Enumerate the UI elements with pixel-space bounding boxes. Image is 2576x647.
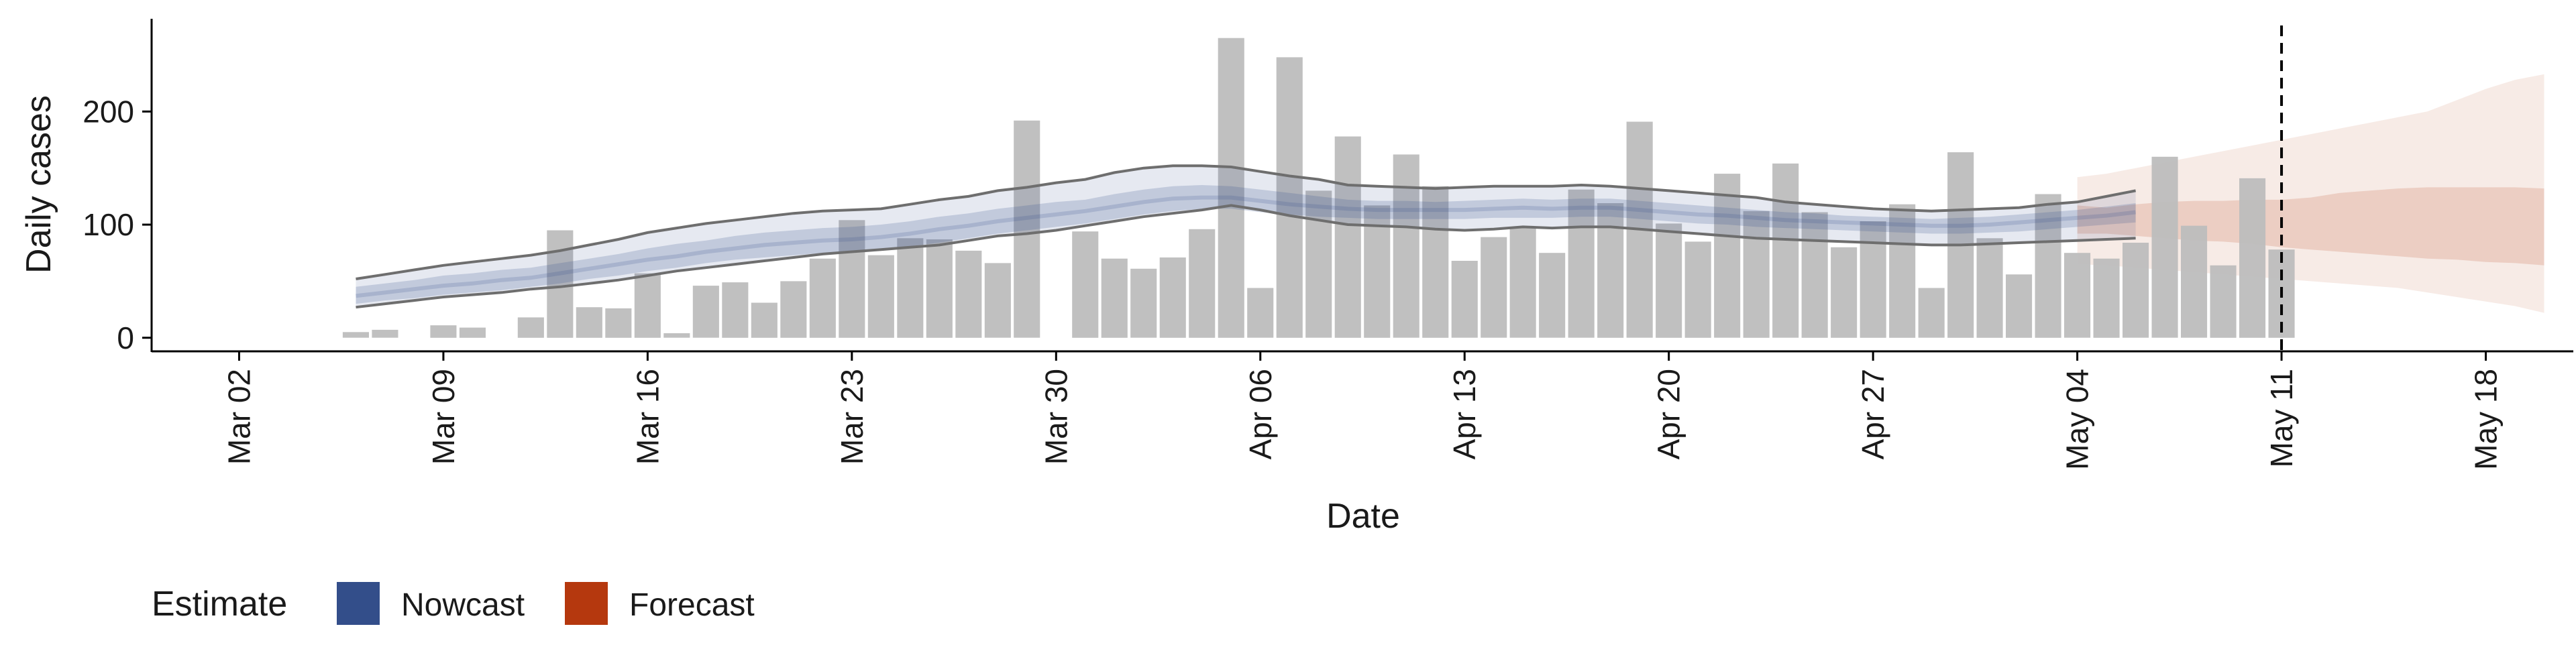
case-bar: [984, 263, 1011, 338]
case-bar: [751, 302, 777, 338]
x-tick-label: May 04: [2060, 369, 2095, 470]
case-bar: [1481, 237, 1507, 338]
case-bar: [722, 282, 749, 338]
case-bar: [867, 255, 894, 338]
case-bar: [2006, 274, 2033, 338]
case-bar: [1014, 120, 1040, 338]
case-bar: [1072, 231, 1099, 338]
case-bar: [1656, 223, 1682, 338]
case-bar: [372, 329, 398, 338]
legend: Estimate Nowcast Forecast: [152, 582, 755, 625]
case-bar: [839, 220, 865, 338]
case-bar: [1539, 253, 1566, 338]
case-bar: [780, 281, 807, 338]
x-tick-label: Mar 23: [835, 369, 869, 465]
case-bar: [517, 317, 544, 338]
case-bar: [2093, 258, 2120, 338]
case-bar: [1976, 238, 2003, 338]
case-bar: [2239, 178, 2266, 338]
case-bar: [634, 273, 661, 338]
case-bar: [1393, 154, 1419, 338]
case-bar: [692, 286, 719, 338]
legend-title: Estimate: [152, 585, 287, 624]
y-ticks: 0 100 200: [83, 94, 152, 355]
x-tick-label: May 18: [2469, 369, 2504, 470]
case-bar: [1831, 247, 1858, 338]
case-bar: [2151, 156, 2178, 338]
case-bar: [1247, 288, 1274, 338]
case-bar: [576, 307, 602, 338]
case-bar: [1743, 211, 1770, 338]
x-tick-label: Apr 13: [1447, 369, 1482, 460]
case-bar: [2210, 265, 2237, 338]
case-bar: [459, 327, 486, 338]
x-tick-label: Apr 06: [1243, 369, 1278, 460]
case-bar: [897, 238, 924, 338]
case-bar: [955, 250, 982, 338]
case-bar: [663, 333, 690, 338]
x-axis-title: Date: [1326, 497, 1400, 536]
x-tick-label: Mar 02: [222, 369, 257, 465]
case-bar: [1451, 261, 1478, 338]
nowcast-band-inner: [356, 185, 2136, 304]
case-bar: [342, 332, 369, 338]
case-bar: [605, 308, 632, 338]
case-bar: [809, 258, 836, 338]
case-bar: [1422, 186, 1449, 338]
x-ticks: Mar 02 Mar 09 Mar 16 Mar 23 Mar 30 Apr 06 Apr …: [222, 351, 2504, 470]
case-bar: [1684, 241, 1711, 338]
case-bar: [2064, 253, 2091, 338]
case-bar: [1218, 38, 1244, 338]
case-bar: [1101, 258, 1128, 338]
case-bar: [1305, 190, 1332, 338]
case-bar: [2181, 225, 2208, 338]
case-bar: [1364, 205, 1391, 338]
y-tick-label: 100: [83, 207, 134, 242]
case-bar: [926, 239, 953, 338]
case-bar: [1860, 221, 1886, 338]
case-bar: [2123, 243, 2149, 338]
case-bar: [1334, 136, 1361, 338]
legend-key-forecast: [565, 582, 608, 625]
case-bar: [1159, 257, 1186, 338]
x-tick-label: Apr 27: [1856, 369, 1890, 460]
case-bar: [1189, 229, 1216, 338]
x-tick-label: Mar 16: [630, 369, 665, 465]
case-bar: [2035, 194, 2061, 338]
legend-label-nowcast: Nowcast: [401, 587, 525, 623]
x-tick-label: Mar 09: [426, 369, 461, 465]
nowcast-band-outer: [356, 166, 2136, 308]
y-tick-label: 0: [117, 320, 134, 355]
case-bar: [1509, 228, 1536, 338]
nowcast-upper-line: [356, 164, 2136, 280]
case-bar: [1276, 57, 1303, 338]
y-tick-label: 200: [83, 94, 134, 129]
nowcast-median-line: [356, 195, 2136, 298]
x-tick-label: Apr 20: [1652, 369, 1686, 460]
case-bar: [1889, 204, 1916, 338]
forecast-band-50: [2077, 187, 2544, 266]
case-bar: [1801, 212, 1828, 338]
nowcast-lower-line: [356, 204, 2136, 309]
case-bar: [1568, 189, 1595, 338]
x-tick-label: May 11: [2264, 369, 2299, 467]
case-bar: [1918, 288, 1945, 338]
case-bar: [430, 325, 457, 338]
legend-label-forecast: Forecast: [629, 587, 755, 623]
y-axis-title: Daily cases: [19, 95, 58, 274]
case-bar: [1772, 163, 1799, 338]
axes: [150, 19, 2573, 353]
legend-key-nowcast: [337, 582, 380, 625]
x-tick-label: Mar 30: [1038, 369, 1073, 465]
case-bar: [1130, 268, 1157, 338]
nowcast-bands: [356, 164, 2136, 309]
case-bar: [1714, 174, 1741, 338]
